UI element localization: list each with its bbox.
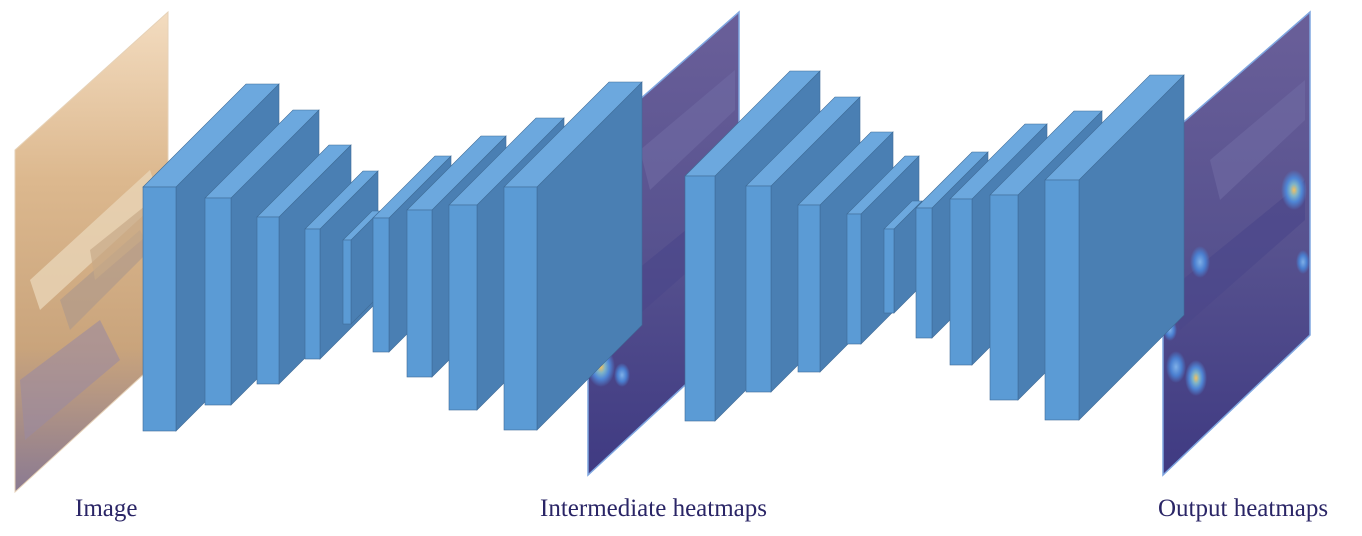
hourglass-stack-2 <box>684 70 1185 422</box>
hourglass-1-layer-2-front <box>204 197 232 406</box>
input-image-panel <box>14 10 169 494</box>
output-heatmaps-label: Output heatmaps <box>1158 495 1329 522</box>
intermediate-heatmaps-label: Intermediate heatmaps <box>540 495 767 522</box>
hourglass-stack-1 <box>142 81 643 432</box>
hourglass-1-layer-9 <box>503 81 643 431</box>
hourglass-1-layer-1-front <box>142 186 177 432</box>
hourglass-2-layer-9 <box>1044 74 1185 421</box>
hourglass-2-layer-2-front <box>745 185 772 393</box>
hourglass-1-layer-4-front <box>304 228 321 360</box>
hourglass-2-layer-7-front <box>949 198 973 366</box>
hourglass-1-layer-5-front <box>342 239 352 325</box>
hourglass-2-layer-6-front <box>915 207 933 339</box>
hourglass-2-layer-8-front <box>989 194 1019 401</box>
hourglass-1-layer-3-front <box>256 216 280 385</box>
hourglass-1-layer-8-front <box>448 204 478 411</box>
hourglass-2-layer-3-front <box>797 204 821 373</box>
hourglass-2-layer-5-front <box>883 228 895 314</box>
output-heatmap-panel <box>1162 10 1311 477</box>
hourglass-1-layer-7-front <box>406 209 433 378</box>
hourglass-2-layer-4-front <box>846 213 862 345</box>
hourglass-2-layer-9-front <box>1044 179 1080 421</box>
image-label: Image <box>75 495 138 522</box>
hourglass-2-layer-1-front <box>684 175 716 422</box>
hourglass-2-layer-5 <box>883 200 923 314</box>
hourglass-1-layer-6-front <box>372 217 390 353</box>
hourglass-1-layer-9-front <box>503 186 538 431</box>
